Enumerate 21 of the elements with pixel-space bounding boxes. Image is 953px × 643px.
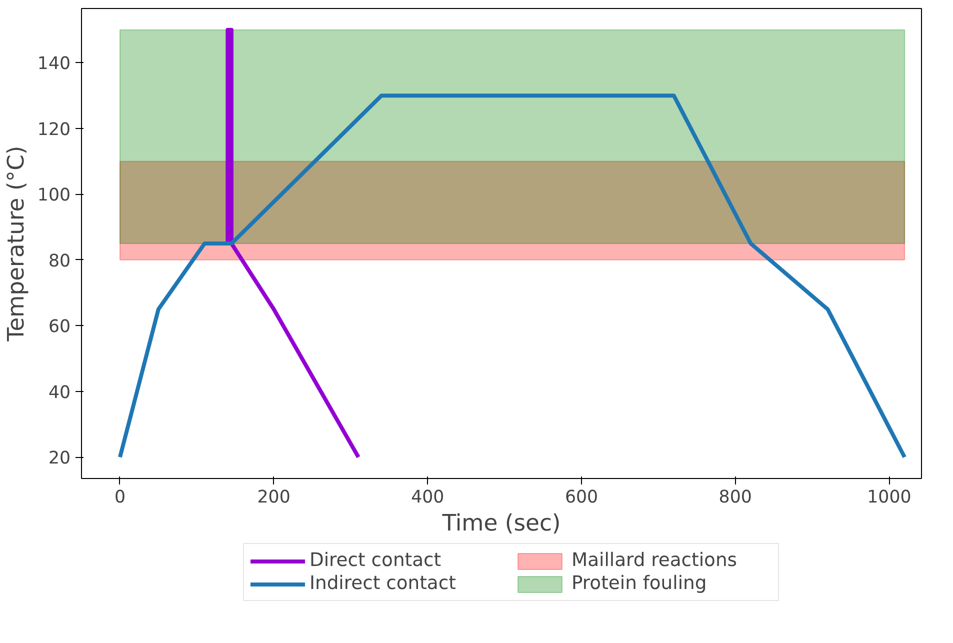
legend-label: Direct contact (310, 550, 442, 571)
x-tick-label: 800 (718, 488, 752, 508)
y-tick-label: 60 (48, 317, 71, 338)
y-tick-label: 80 (48, 251, 71, 272)
legend-label: Protein fouling (572, 573, 708, 594)
y-tick-label: 20 (48, 448, 71, 469)
y-tick-label: 40 (48, 382, 71, 403)
y-tick-label: 140 (37, 54, 71, 74)
y-tick-label: 120 (37, 120, 71, 140)
x-tick-label: 400 (411, 488, 444, 508)
line-series (118, 94, 907, 460)
y-axis-title: Temperature (°C) (3, 146, 30, 342)
x-axis-title: Time (sec) (441, 510, 561, 536)
line-series (226, 28, 360, 460)
x-tick-label: 200 (257, 488, 290, 508)
x-tick-label: 1000 (867, 488, 912, 508)
legend-label: Maillard reactions (572, 550, 738, 571)
legend-label: Indirect contact (310, 573, 457, 594)
x-tick-label: 0 (114, 488, 126, 508)
x-tick-label: 600 (564, 488, 598, 508)
y-tick-label: 100 (37, 186, 71, 206)
